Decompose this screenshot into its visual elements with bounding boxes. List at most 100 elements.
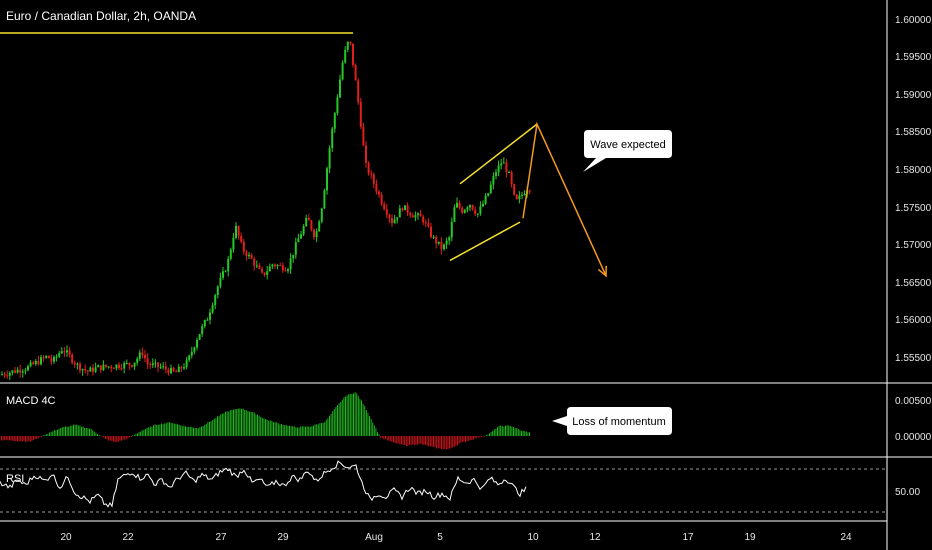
macd-bar <box>218 415 220 436</box>
loss-of-momentum-callout: Loss of momentum <box>552 407 672 435</box>
macd-bar <box>265 419 266 436</box>
candle <box>375 179 378 195</box>
candle <box>276 263 279 270</box>
macd-bar <box>127 436 129 439</box>
candle <box>268 263 271 272</box>
candle <box>97 364 100 368</box>
macd-bar <box>311 426 313 436</box>
macd-bar <box>401 436 402 445</box>
macd-bar <box>317 424 319 436</box>
macd-bar <box>500 425 502 436</box>
candle <box>357 78 360 105</box>
macd-bar <box>399 436 401 445</box>
macd-bar <box>79 425 81 436</box>
candle <box>497 160 500 177</box>
candle <box>188 354 191 363</box>
macd-bar <box>90 428 92 436</box>
candle <box>3 371 6 378</box>
candle <box>99 365 102 374</box>
candlestick-series <box>1 41 531 380</box>
macd-bar <box>482 436 484 437</box>
macd-bar <box>508 425 510 436</box>
price-tick: 1.56500 <box>895 278 932 289</box>
candle <box>292 254 295 263</box>
price-tick: 1.58000 <box>895 165 932 176</box>
macd-bar <box>490 431 492 436</box>
macd-bar <box>394 436 396 444</box>
candle <box>235 222 237 240</box>
macd-bar <box>255 414 257 436</box>
macd-bar <box>485 434 487 436</box>
candle <box>8 371 11 380</box>
candle <box>170 364 172 375</box>
macd-bar <box>348 394 350 436</box>
candle <box>266 266 269 280</box>
candle <box>521 191 523 200</box>
macd-bar <box>367 412 369 436</box>
candle <box>518 191 521 204</box>
candle <box>118 362 120 371</box>
candle <box>411 212 414 218</box>
macd-bar <box>119 436 121 441</box>
macd-bar <box>257 414 258 436</box>
macd-bar <box>121 436 122 441</box>
macd-bar <box>303 426 305 436</box>
candle <box>445 237 448 249</box>
time-tick: Aug <box>365 532 383 543</box>
macd-bar <box>154 424 156 436</box>
macd-bar <box>234 408 236 436</box>
macd-bar <box>39 436 41 437</box>
macd-bar <box>314 424 316 436</box>
macd-bar <box>82 426 84 436</box>
macd-bar <box>412 436 414 445</box>
macd-bar <box>124 436 126 440</box>
candle <box>279 262 282 267</box>
candle <box>229 247 232 261</box>
macd-bar <box>229 410 231 436</box>
candle <box>328 145 331 174</box>
macd-bar <box>292 426 294 436</box>
candle <box>6 370 9 379</box>
macd-bar <box>47 433 49 436</box>
macd-bar <box>463 436 465 442</box>
candle <box>362 122 365 146</box>
macd-bar <box>253 412 255 436</box>
candle <box>123 361 126 374</box>
macd-bar <box>4 436 6 441</box>
candle <box>164 361 167 374</box>
macd-bar <box>313 425 314 436</box>
macd-bar <box>289 425 290 436</box>
macd-bar <box>226 411 228 436</box>
candle <box>495 168 497 180</box>
macd-bar <box>245 410 247 436</box>
macd-bar <box>271 420 273 436</box>
candle <box>110 364 113 373</box>
macd-bar <box>362 403 364 436</box>
macd-bar <box>10 436 12 441</box>
macd-bar <box>468 436 470 441</box>
candle <box>349 41 352 46</box>
macd-bar <box>57 429 58 436</box>
macd-bar <box>458 436 460 444</box>
macd-bar <box>351 393 353 436</box>
macd-bar <box>474 436 476 439</box>
candle <box>372 172 375 189</box>
macd-bar <box>285 425 287 436</box>
macd-bar <box>7 436 9 441</box>
candle <box>300 231 302 239</box>
candle <box>453 204 456 223</box>
price-tick: 1.57500 <box>895 203 932 214</box>
candle <box>201 323 204 337</box>
candle <box>42 355 45 362</box>
macd-bar <box>476 436 478 439</box>
candle <box>21 369 24 378</box>
macd-bar <box>527 432 529 436</box>
candle <box>346 41 349 53</box>
macd-bar <box>330 413 332 436</box>
macd-bar <box>244 409 246 436</box>
macd-bar <box>63 426 65 436</box>
candle <box>310 219 313 232</box>
candle <box>482 200 484 208</box>
candle <box>528 189 531 195</box>
